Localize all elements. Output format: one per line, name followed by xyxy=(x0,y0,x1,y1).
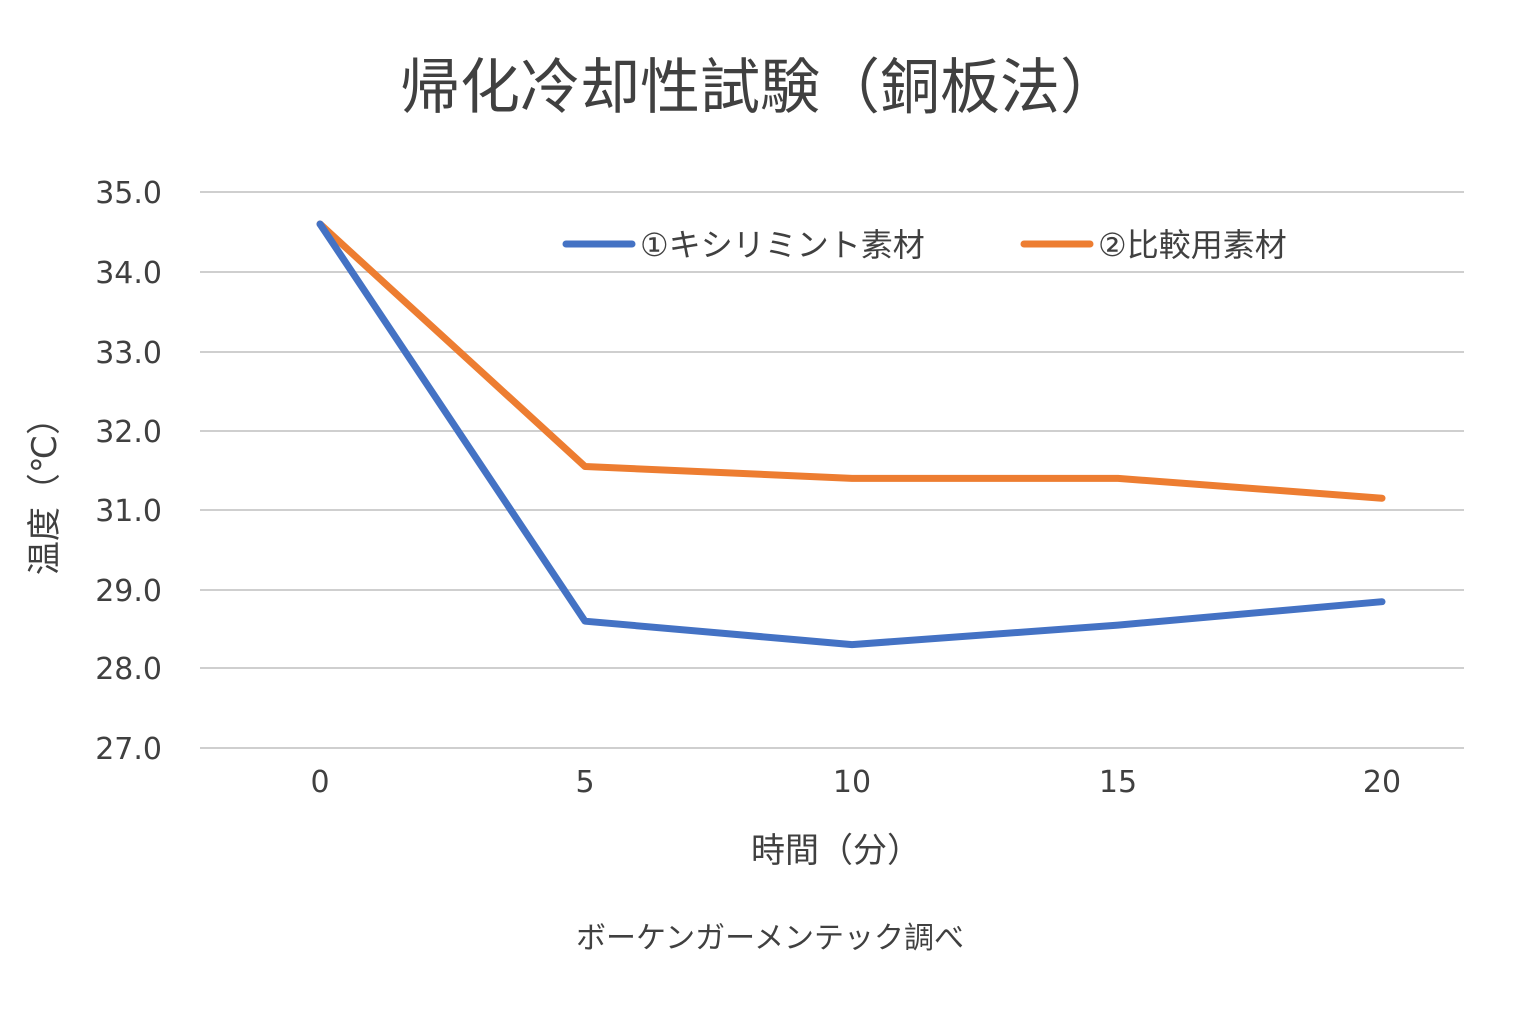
y-tick-label: 33.0 xyxy=(95,336,162,371)
y-axis-tick-labels: 35.0 34.0 33.0 32.0 31.0 29.0 28.0 27.0 xyxy=(95,176,162,767)
x-tick-label: 5 xyxy=(575,765,594,800)
legend: ①キシリミント素材 ②比較用素材 xyxy=(562,226,1287,264)
y-tick-label: 29.0 xyxy=(95,574,162,609)
x-tick-label: 20 xyxy=(1363,765,1401,800)
x-axis-title: 時間（分） xyxy=(751,831,921,871)
y-tick-label: 32.0 xyxy=(95,415,162,450)
x-axis-tick-labels: 0 5 10 15 20 xyxy=(310,765,1401,800)
series-line-xylimint xyxy=(316,220,1386,649)
x-tick-label: 0 xyxy=(310,765,329,800)
legend-label-xylimint: ①キシリミント素材 xyxy=(640,226,925,264)
series-line-comparison xyxy=(316,220,1386,502)
series-lines xyxy=(316,220,1386,649)
y-tick-label: 27.0 xyxy=(95,732,162,767)
x-tick-label: 15 xyxy=(1099,765,1137,800)
chart-title: 帰化冷却性試験（銅板法） xyxy=(400,53,1120,123)
y-tick-label: 28.0 xyxy=(95,652,162,687)
y-tick-label: 31.0 xyxy=(95,494,162,529)
source-note: ボーケンガーメンテック調べ xyxy=(576,921,964,956)
gridlines xyxy=(200,191,1464,749)
y-axis-title: 温度（℃） xyxy=(25,401,65,575)
y-tick-label: 35.0 xyxy=(95,176,162,211)
legend-label-comparison: ②比較用素材 xyxy=(1098,226,1287,264)
y-tick-label: 34.0 xyxy=(95,256,162,291)
x-tick-label: 10 xyxy=(833,765,871,800)
